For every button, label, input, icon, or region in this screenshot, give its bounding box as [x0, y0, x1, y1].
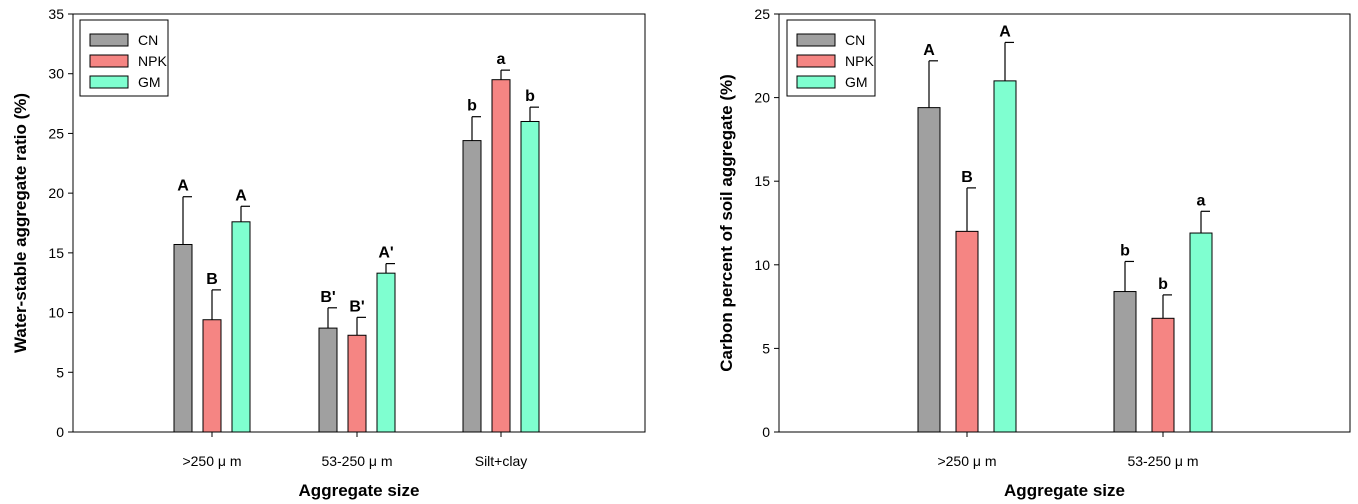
x-tick-label: 53-250 μ m [321, 453, 392, 469]
significance-label: b [1120, 242, 1130, 259]
significance-label: b [1158, 276, 1168, 293]
legend-label: GM [138, 74, 161, 90]
y-tick-label: 5 [762, 340, 770, 356]
chart-1: 0 5 10 15 20 25 30 35 >250 μ m 53-250 μ m Silt+cla… [11, 6, 646, 500]
significance-label: a [1197, 192, 1206, 209]
y-tick-label: 0 [762, 424, 770, 440]
significance-label: A [999, 23, 1011, 40]
significance-label: B' [320, 289, 335, 306]
y-axis-title: Water-stable aggregate ratio (%) [11, 93, 30, 353]
significance-label: A' [378, 245, 393, 262]
bar [231, 221, 251, 433]
legend-label: CN [138, 32, 158, 48]
legend-swatch [796, 33, 836, 47]
bar [376, 272, 396, 433]
x-axis-title: Aggregate size [299, 481, 420, 500]
significance-label: A [177, 178, 189, 195]
legend: CN NPK GM [79, 19, 169, 97]
significance-label: B [206, 271, 218, 288]
significance-label: A [923, 42, 935, 59]
legend-swatch [89, 75, 129, 89]
y-tick-label: 20 [48, 185, 64, 201]
bar [491, 79, 511, 433]
legend-label: GM [845, 74, 868, 90]
bar [955, 230, 979, 433]
y-tick-label: 0 [56, 424, 64, 440]
y-tick-label: 25 [754, 6, 770, 22]
bar [173, 243, 193, 433]
bar [347, 334, 367, 433]
y-axis-title: Carbon percent of soil aggregate (%) [717, 74, 736, 372]
y-tick-label: 10 [754, 257, 770, 273]
bar [917, 107, 941, 433]
x-tick-label: >250 μ m [937, 453, 996, 469]
significance-label: A [235, 187, 247, 204]
bar [520, 120, 540, 433]
bar [202, 319, 222, 433]
legend-label: NPK [845, 53, 874, 69]
y-tick-label: 25 [48, 125, 64, 141]
x-axis-title: Aggregate size [1004, 481, 1125, 500]
legend-swatch [89, 54, 129, 68]
y-tick-label: 10 [48, 305, 64, 321]
legend-swatch [796, 54, 836, 68]
bar [318, 327, 338, 433]
significance-label: b [525, 88, 535, 105]
legend-swatch [89, 33, 129, 47]
bar [1113, 291, 1137, 433]
x-tick-label: >250 μ m [182, 453, 241, 469]
significance-label: B' [349, 298, 364, 315]
x-tick-label: 53-250 μ m [1127, 453, 1198, 469]
significance-label: B [961, 169, 973, 186]
legend-label: NPK [138, 53, 167, 69]
y-tick-label: 30 [48, 66, 64, 82]
chart-2: 0 5 10 15 20 25 >250 μ m 53-250 μ m Ab Bb Aa Aggreg… [717, 6, 1351, 500]
bar [1189, 232, 1213, 433]
legend-label: CN [845, 32, 865, 48]
y-tick-label: 35 [48, 6, 64, 22]
significance-label: b [467, 98, 477, 115]
x-tick-label: Silt+clay [475, 453, 528, 469]
y-tick-label: 15 [48, 245, 64, 261]
y-tick-label: 5 [56, 364, 64, 380]
bar [993, 80, 1017, 433]
y-tick-label: 15 [754, 173, 770, 189]
y-tick-label: 20 [754, 90, 770, 106]
bar [1151, 317, 1175, 433]
plot-frame [778, 13, 1351, 433]
bar [462, 140, 482, 433]
legend-swatch [796, 75, 836, 89]
significance-label: a [497, 51, 506, 68]
legend: CN NPK GM [786, 19, 876, 97]
